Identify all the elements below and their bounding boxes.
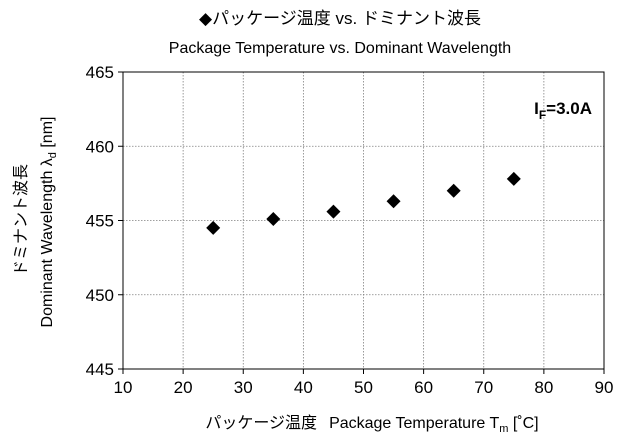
y-tick-label: 455	[86, 212, 114, 231]
x-axis-label-unit: [˚C]	[508, 415, 538, 432]
y-tick-label: 445	[86, 360, 114, 379]
x-tick-label: 80	[534, 378, 553, 397]
x-axis-label-sub: m	[499, 423, 508, 435]
data-point	[446, 183, 461, 198]
y-axis-label-unit: [nm]	[39, 117, 56, 153]
annotation-subscript: F	[539, 108, 546, 122]
y-axis-label-en: Dominant Wavelength λ	[39, 158, 56, 327]
x-tick-label: 30	[234, 378, 253, 397]
data-point	[386, 194, 401, 209]
y-tick-label: 460	[86, 137, 114, 156]
x-tick-label: 40	[294, 378, 313, 397]
y-tick-label: 465	[86, 63, 114, 82]
x-axis-label: パッケージ温度 Package Temperature Tm [˚C]	[205, 414, 538, 435]
y-axis-label-jp: ドミナント波長	[12, 164, 30, 276]
data-point	[266, 212, 281, 227]
annotation-value: =3.0A	[546, 99, 592, 118]
y-axis-label-sub: d	[47, 152, 59, 158]
x-tick-label: 10	[114, 378, 133, 397]
y-axis-label: Dominant Wavelength λd [nm]	[39, 117, 59, 328]
x-tick-label: 70	[474, 378, 493, 397]
x-tick-label: 60	[414, 378, 433, 397]
data-point	[506, 171, 521, 186]
chart-subtitle: Package Temperature vs. Dominant Wavelen…	[169, 40, 511, 57]
x-axis-label-jp: パッケージ温度	[205, 414, 317, 432]
x-tick-label: 90	[595, 378, 614, 397]
x-tick-labels: 10 20 30 40 50 60 70 80 90	[114, 369, 614, 397]
x-tick-label: 20	[174, 378, 193, 397]
current-annotation: IF=3.0A	[534, 99, 592, 122]
data-point	[326, 204, 341, 219]
data-point	[206, 220, 221, 235]
annotation-main: I	[534, 99, 539, 118]
y-tick-label: 450	[86, 286, 114, 305]
y-tick-labels: 445 450 455 460 465	[86, 63, 123, 379]
grid	[123, 72, 604, 369]
data-points	[206, 171, 521, 235]
chart-title: ◆パッケージ温度 vs. ドミナント波長	[199, 9, 481, 28]
x-tick-label: 50	[354, 378, 373, 397]
x-axis-label-en: Package Temperature T	[329, 415, 499, 432]
